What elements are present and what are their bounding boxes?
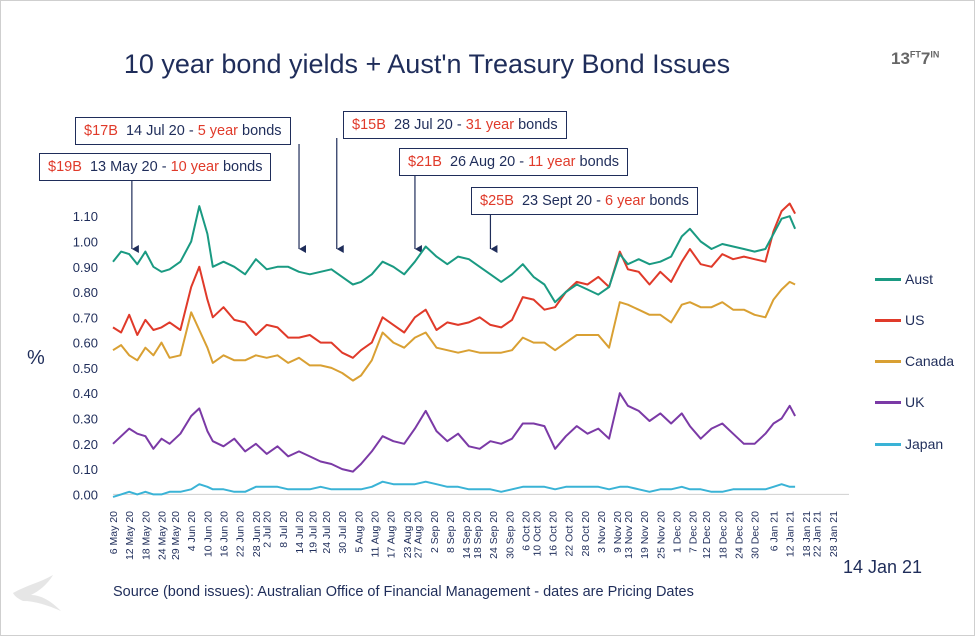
x-tick-label: 28 Jun 20 — [251, 511, 263, 557]
y-tick-label: 0.50 — [73, 361, 98, 376]
y-tick-label: 0.10 — [73, 462, 98, 477]
series-line-uk — [112, 392, 796, 473]
x-tick-label: 18 Dec 20 — [717, 511, 729, 559]
x-tick-label: 9 Nov 20 — [612, 511, 624, 553]
annotation-19b: $19B 13 May 20 - 10 year bonds — [39, 153, 272, 181]
x-tick-label: 11 Aug 20 — [370, 511, 382, 558]
x-tick-label: 10 Jun 20 — [202, 511, 214, 557]
x-tick-label: 19 Nov 20 — [639, 511, 651, 559]
x-tick-label: 7 Dec 20 — [688, 511, 700, 553]
x-tick-label: 29 May 20 — [170, 511, 182, 560]
x-tick-label: 28 Jan 21 — [828, 511, 840, 557]
y-tick-label: 0.70 — [73, 310, 98, 325]
x-tick-label: 6 Jan 21 — [769, 511, 781, 551]
x-tick-label: 2 Sep 20 — [429, 511, 441, 553]
x-tick-label: 17 Aug 20 — [386, 511, 398, 558]
x-tick-label: 22 Jan 21 — [812, 511, 824, 557]
series-line-aust — [112, 205, 797, 304]
x-tick-label: 22 Oct 20 — [564, 511, 576, 557]
x-tick-label: 16 Jun 20 — [219, 511, 231, 557]
x-tick-label: 19 Jul 20 — [308, 511, 320, 554]
y-tick-label: 0.80 — [73, 285, 98, 300]
brand-logo: 13FT7IN — [891, 49, 940, 68]
x-tick-label: 25 Nov 20 — [655, 511, 667, 559]
annotation-15b: $15B 28 Jul 20 - 31 year bonds — [343, 111, 567, 139]
x-tick-label: 3 Nov 20 — [596, 511, 608, 553]
legend-item-uk: UK — [875, 394, 974, 410]
series-line-canada — [112, 280, 796, 382]
y-tick-label: 0.00 — [73, 487, 98, 502]
y-tick-label: 1.00 — [73, 234, 98, 249]
bird-logo-icon — [13, 575, 61, 611]
y-tick-label: 0.90 — [73, 260, 98, 275]
x-tick-label: 27 Aug 20 — [413, 511, 425, 558]
legend-swatch-canada — [875, 360, 901, 363]
x-tick-label: 18 Jan 21 — [801, 511, 813, 557]
y-tick-label: 0.20 — [73, 437, 98, 452]
x-tick-label: 5 Aug 20 — [353, 511, 365, 553]
legend-swatch-us — [875, 319, 901, 322]
legend-item-us: US — [875, 312, 974, 328]
x-tick-label: 16 Oct 20 — [547, 511, 559, 557]
y-tick-label: 0.30 — [73, 411, 98, 426]
legend-item-japan: Japan — [875, 436, 974, 452]
y-tick-label: 0.60 — [73, 336, 98, 351]
y-tick-label: 0.40 — [73, 386, 98, 401]
x-tick-label: 18 May 20 — [140, 511, 152, 560]
x-tick-label: 6 May 20 — [108, 511, 120, 554]
y-axis-unit: % — [27, 347, 45, 369]
x-tick-label: 2 Jul 20 — [262, 511, 274, 548]
x-tick-label: 24 Dec 20 — [733, 511, 745, 559]
x-tick-label: 18 Sep 20 — [472, 511, 484, 559]
x-tick-label: 4 Jun 20 — [186, 511, 198, 551]
x-tick-label: 13 Nov 20 — [623, 511, 635, 559]
annotation-25b: $25B 23 Sept 20 - 6 year bonds — [471, 187, 698, 215]
legend-swatch-aust — [875, 278, 901, 281]
legend-item-aust: Aust — [875, 271, 974, 287]
legend-swatch-uk — [875, 401, 901, 404]
x-tick-label: 24 Jul 20 — [321, 511, 333, 554]
x-tick-label: 24 Sep 20 — [488, 511, 500, 559]
y-tick-label: 1.10 — [73, 209, 98, 224]
x-tick-label: 14 Jul 20 — [294, 511, 306, 554]
series-line-japan — [112, 480, 796, 498]
chart-title: 10 year bond yields + Aust'n Treasury Bo… — [123, 49, 731, 79]
x-tick-label: 8 Sep 20 — [445, 511, 457, 553]
x-tick-label: 22 Jun 20 — [235, 511, 247, 557]
x-tick-label: 28 Oct 20 — [580, 511, 592, 557]
x-tick-label: 6 Oct 20 — [520, 511, 532, 551]
x-tick-label: 8 Jul 20 — [278, 511, 290, 548]
x-tick-label: 12 Dec 20 — [701, 511, 713, 559]
x-tick-label: 30 Dec 20 — [750, 511, 762, 559]
annotation-21b: $21B 26 Aug 20 - 11 year bonds — [399, 148, 629, 176]
as-of-date: 14 Jan 21 — [843, 557, 923, 577]
x-tick-label: 12 May 20 — [124, 511, 136, 560]
x-tick-label: 23 Aug 20 — [402, 511, 414, 558]
x-tick-label: 1 Dec 20 — [671, 511, 683, 553]
legend-swatch-japan — [875, 443, 901, 446]
legend-item-canada: Canada — [875, 353, 974, 369]
x-tick-label: 12 Jan 21 — [785, 511, 797, 557]
x-tick-label: 24 May 20 — [157, 511, 169, 560]
x-tick-label: 10 Oct 20 — [531, 511, 543, 557]
annotation-17b: $17B 14 Jul 20 - 5 year bonds — [75, 117, 291, 145]
series-line-us — [112, 202, 796, 359]
x-tick-label: 30 Jul 20 — [337, 511, 349, 554]
x-tick-label: 30 Sep 20 — [504, 511, 516, 559]
source-note: Source (bond issues): Australian Office … — [113, 584, 694, 600]
x-tick-label: 14 Sep 20 — [461, 511, 473, 559]
